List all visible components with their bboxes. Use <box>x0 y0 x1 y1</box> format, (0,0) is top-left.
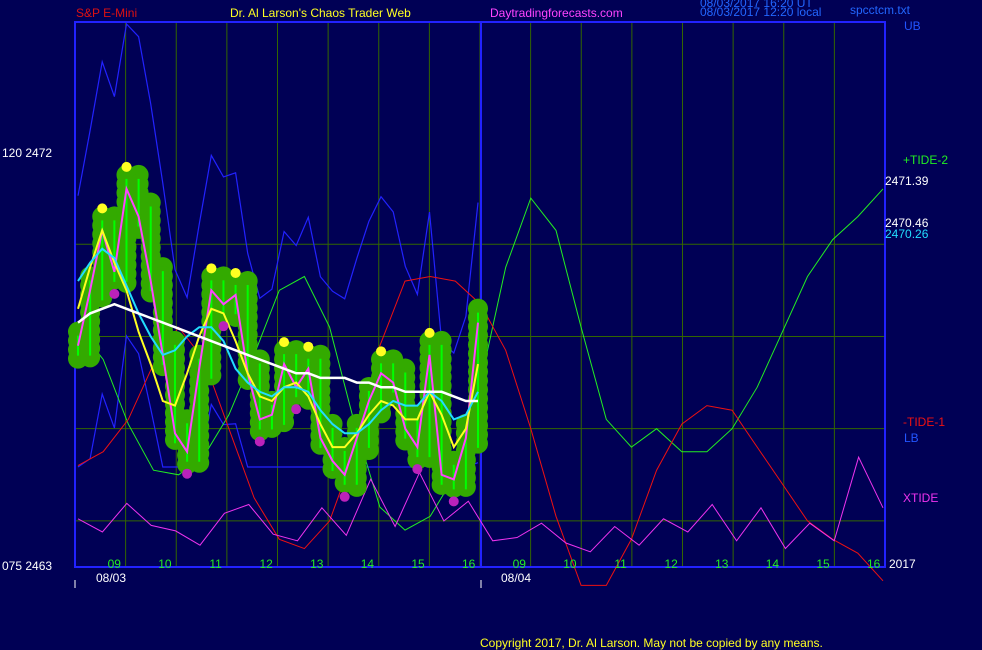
swing-high-dot <box>303 341 314 352</box>
swing-dots <box>97 161 459 507</box>
swing-high-dot <box>121 161 132 172</box>
x-tick-label: 15 <box>411 557 425 571</box>
timestamp-ut: 08/03/2017 16:20 UT <box>700 0 813 10</box>
data-file-name: spcctcm.txt <box>850 3 911 17</box>
date-1-label: 08/03 <box>96 571 126 585</box>
halo-dot <box>189 452 210 473</box>
x-tick-label: 09 <box>513 557 527 571</box>
x-tick-label: 15 <box>816 557 830 571</box>
instrument-title: S&P E-Mini <box>76 6 137 20</box>
swing-low-dot <box>182 468 193 479</box>
x-tick-label: 11 <box>614 557 627 571</box>
timestamp-local: 08/03/2017 12:20 local <box>700 5 821 19</box>
swing-low-dot <box>448 496 459 507</box>
tide2-label: +TIDE-2 <box>903 153 948 167</box>
swing-high-dot <box>206 263 217 274</box>
price-line <box>77 185 479 481</box>
swing-low-dot <box>339 491 350 502</box>
swing-high-dot <box>279 337 290 348</box>
x-tick-label: 16 <box>867 557 881 571</box>
fast-average-line <box>77 227 479 450</box>
medium-average-line <box>77 247 479 435</box>
swing-high-dot <box>97 203 108 214</box>
copyright: Copyright 2017, Dr. Al Larson. May not b… <box>480 636 823 650</box>
x-tick-label: 12 <box>260 557 274 571</box>
halo-dot <box>346 476 367 497</box>
halo-dot <box>371 403 392 424</box>
x-tick-label: 12 <box>665 557 679 571</box>
price-cyan-label: 2470.26 <box>885 227 929 241</box>
x-axis-ticks: 09 10 11 12 13 14 15 16 09 10 11 12 13 14 15 16 <box>108 557 881 571</box>
slow-average-line <box>77 302 478 403</box>
swing-high-dot <box>230 267 241 278</box>
price-white-label: 2470.46 <box>885 216 929 230</box>
swing-low-dot <box>109 288 120 299</box>
xtide-line <box>77 455 884 553</box>
lb-label: LB <box>904 431 919 445</box>
halo-dot <box>358 440 379 460</box>
x-tick-label: 13 <box>715 557 729 571</box>
swing-high-dot <box>424 327 435 338</box>
swing-low-dot <box>254 436 265 447</box>
left-top-label: 120 2472 <box>2 146 52 160</box>
x-tick-label: 16 <box>462 557 476 571</box>
x-tick-label: 10 <box>563 557 577 571</box>
x-tick-label: 14 <box>766 557 780 571</box>
website-link[interactable]: Daytradingforecasts.com <box>490 6 623 20</box>
swing-low-dot <box>218 321 229 332</box>
ub-label: UB <box>904 19 921 33</box>
year-label: 2017 <box>889 557 916 571</box>
x-tick-label: 11 <box>209 557 222 571</box>
x-tick-label: 10 <box>158 557 172 571</box>
xtide-oscillator <box>77 455 884 553</box>
swing-low-dot <box>291 404 302 415</box>
moving-averages <box>77 185 479 481</box>
date-2-label: 08/04 <box>501 571 531 585</box>
swing-high-dot <box>376 346 387 357</box>
halo-dot <box>80 347 101 368</box>
x-tick-label: 13 <box>310 557 324 571</box>
x-tick-label: 14 <box>361 557 375 571</box>
tide1-label: -TIDE-1 <box>903 415 945 429</box>
price-green-label: 2471.39 <box>885 174 929 188</box>
xtide-label: XTIDE <box>903 491 938 505</box>
author-title: Dr. Al Larson's Chaos Trader Web <box>230 6 411 20</box>
x-tick-label: 09 <box>108 557 122 571</box>
left-bottom-label: 075 2463 <box>2 559 52 573</box>
swing-low-dot <box>412 464 423 475</box>
